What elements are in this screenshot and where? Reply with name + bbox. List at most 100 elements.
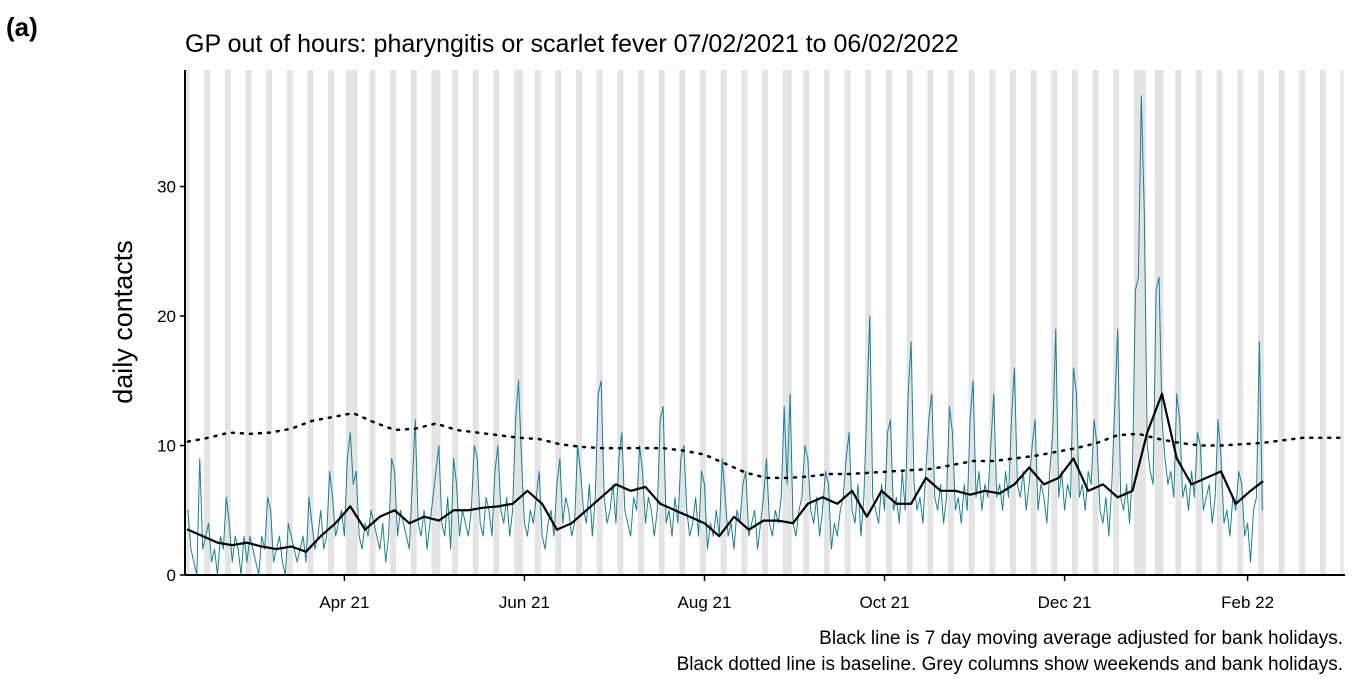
shaded-column [803,70,807,575]
y-tick-label: 0 [167,566,176,585]
shaded-column [785,70,789,575]
shaded-column [520,70,523,575]
shaded-column [968,70,972,575]
shaded-column [1216,70,1220,575]
x-tick-label: Oct 21 [859,593,909,612]
shaded-column [909,70,913,575]
shaded-column [1195,70,1199,575]
shaded-column [328,70,332,575]
shaded-column [455,70,459,575]
shaded-column [1033,70,1037,575]
shaded-column [269,70,273,575]
shaded-column [186,70,190,575]
shaded-column [431,70,435,575]
shaded-column [310,70,314,575]
shaded-column [496,70,500,575]
shaded-column [1092,70,1096,575]
shaded-column [307,70,311,575]
shaded-column [1136,70,1140,575]
shaded-column [679,70,683,575]
shaded-column [1113,70,1117,575]
chart-title: GP out of hours: pharyngitis or scarlet … [185,30,959,58]
x-tick-label: Dec 21 [1038,593,1092,612]
shaded-column [1198,70,1202,575]
shaded-column [413,70,417,575]
shaded-column [452,70,456,575]
shaded-column [950,70,954,575]
shaded-column [1157,70,1161,575]
shaded-column [948,70,951,575]
shaded-column [390,70,394,575]
shaded-column [345,70,349,575]
shaded-column [204,70,208,575]
shaded-column [369,70,373,575]
shaded-column [762,70,765,575]
shaded-column [788,70,792,575]
shaded-column [1139,70,1143,575]
y-tick-label: 30 [157,178,176,197]
shaded-column [248,70,252,575]
shaded-column [1051,70,1055,575]
x-tick-label: Aug 21 [678,593,732,612]
shaded-column [245,70,249,575]
shaded-column [992,70,996,575]
shaded-column [865,70,869,575]
shaded-column [493,70,497,575]
shaded-column [537,70,541,575]
shaded-column [555,70,559,575]
shaded-column [1319,70,1323,575]
shaded-column [289,70,293,575]
shaded-column [682,70,686,575]
y-tick-label: 20 [157,307,176,326]
shaded-column [579,70,582,575]
shaded-column [1299,70,1303,575]
shaded-column [227,70,231,575]
footnote: Black line is 7 day moving average adjus… [819,628,1343,649]
shaded-column [826,70,830,575]
shaded-column [437,70,441,575]
shaded-column [641,70,644,575]
shaded-column [599,70,603,575]
series-line [186,411,1347,480]
shaded-column [723,70,727,575]
shaded-column [765,70,768,575]
shaded-column [1095,70,1099,575]
shaded-column [1260,70,1264,575]
shaded-column [700,70,704,575]
shaded-column [576,70,580,575]
shaded-column [534,70,538,575]
panel-label: (a) [6,12,38,42]
shaded-column [1237,70,1241,575]
shaded-column [266,70,270,575]
shaded-column [1012,70,1016,575]
shaded-column [1219,70,1223,575]
shaded-column [906,70,910,575]
shaded-column [1240,70,1244,575]
shaded-column [351,70,355,575]
shaded-column [1054,70,1058,575]
shaded-column [927,70,931,575]
shaded-column [1257,70,1261,575]
shaded-column [596,70,600,575]
shaded-column [989,70,993,575]
shaded-column [886,70,889,575]
shaded-column [286,70,290,575]
shaded-column [517,70,521,575]
x-tick-label: Feb 22 [1221,593,1274,612]
footnote: Black dotted line is baseline. Grey colu… [677,654,1343,674]
shaded-column [434,70,438,575]
y-axis-title: daily contacts [108,240,138,404]
shaded-column [971,70,975,575]
shaded-column [224,70,228,575]
series-line [186,392,1264,553]
shaded-column [1160,70,1164,575]
shaded-column [703,70,706,575]
shaded-column [638,70,642,575]
shaded-column [1175,70,1179,575]
shaded-column [806,70,810,575]
shaded-column [558,70,562,575]
shaded-column [1071,70,1075,575]
series-line [187,95,1263,576]
shaded-column [824,70,827,575]
